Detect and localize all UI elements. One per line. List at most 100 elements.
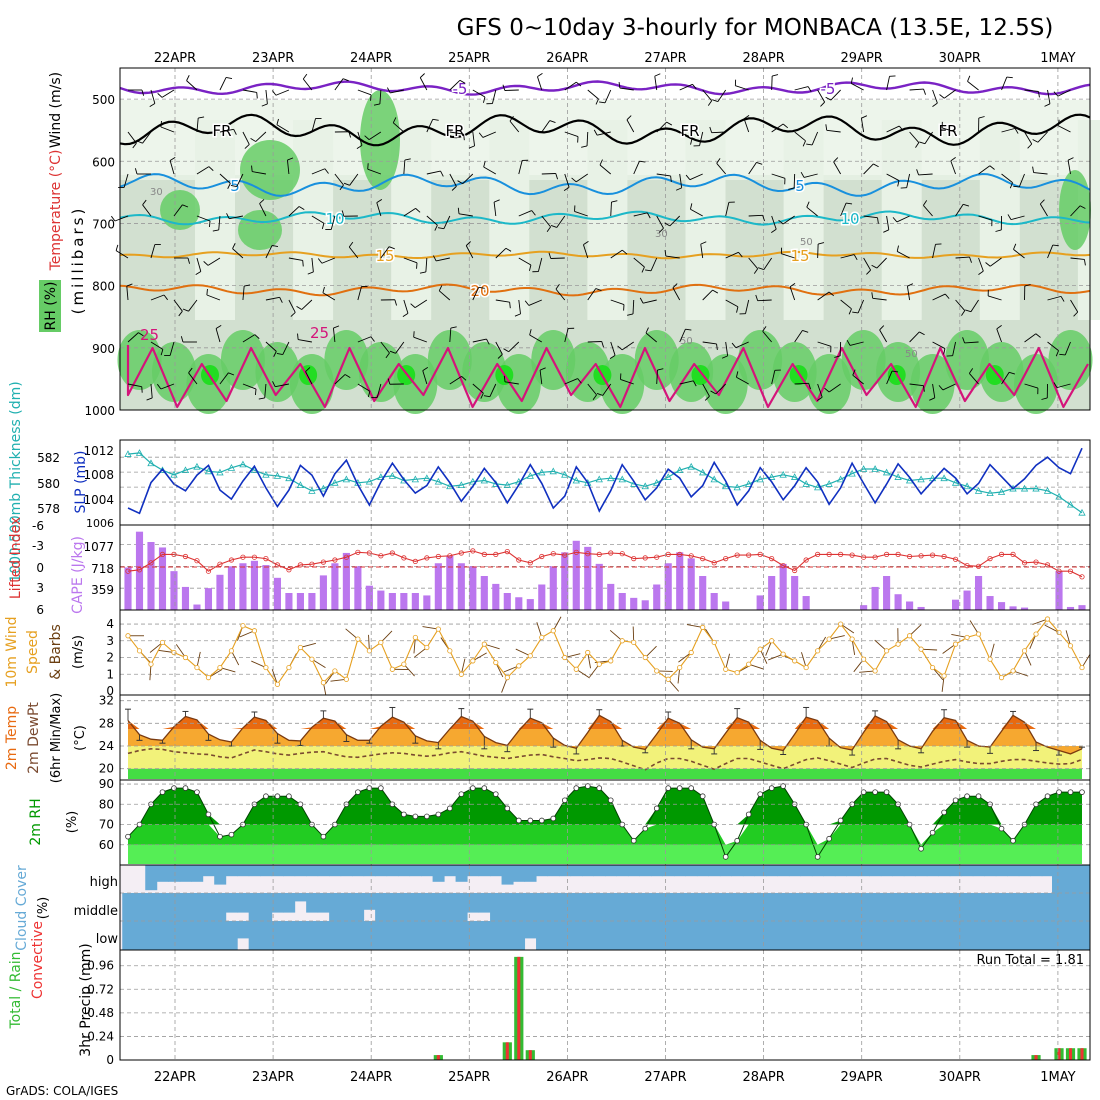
wind-barb-flag bbox=[709, 126, 713, 133]
wind-barb-flag bbox=[415, 208, 421, 213]
thickness-axis-title: 1000-500mb Thickness (dm) bbox=[8, 381, 24, 582]
wind-barb-flag bbox=[539, 367, 546, 371]
wind-barb bbox=[265, 341, 277, 352]
wind-barb-flag bbox=[978, 270, 984, 276]
cape-bar bbox=[342, 552, 350, 610]
cape-bar bbox=[469, 566, 477, 610]
wind-speed-point bbox=[286, 664, 292, 671]
wind-barb bbox=[169, 341, 175, 356]
wind-barb bbox=[357, 336, 372, 343]
li-point bbox=[849, 552, 855, 558]
li-point bbox=[320, 559, 326, 565]
wind-speed-point bbox=[401, 661, 407, 667]
wind-speed-point bbox=[458, 671, 464, 677]
wind-barb bbox=[390, 89, 404, 94]
wind-barb-flag bbox=[256, 92, 258, 99]
wind-barb-flag bbox=[1013, 185, 1020, 188]
wind-speed-point bbox=[677, 664, 683, 671]
wind-barb bbox=[745, 299, 750, 314]
wind-barb bbox=[1047, 89, 1051, 104]
cloud-middle-bar bbox=[1030, 893, 1043, 921]
wind-barb bbox=[380, 246, 390, 259]
wind-barb bbox=[123, 173, 129, 188]
wind-tick-label: 4 bbox=[106, 617, 114, 631]
thickness-point bbox=[1043, 487, 1052, 494]
wind-speed-point bbox=[838, 621, 844, 627]
wind-barb-flag bbox=[944, 293, 950, 299]
isotherm-label: 25 bbox=[310, 324, 329, 342]
li-point bbox=[803, 557, 809, 563]
thickness-point bbox=[676, 466, 684, 474]
wind-barb-flag bbox=[824, 387, 830, 393]
li-point bbox=[884, 551, 890, 558]
wind-speed-point bbox=[493, 659, 499, 666]
date-label-bottom: 27APR bbox=[644, 1070, 686, 1085]
cloud-middle-bar bbox=[742, 893, 755, 921]
wind-barb bbox=[528, 299, 542, 306]
cloud-high-bar bbox=[869, 865, 882, 877]
wind-speed-point bbox=[746, 661, 752, 667]
cloud-high-bar bbox=[995, 865, 1008, 877]
rh-axis-unit: (%) bbox=[65, 811, 80, 834]
cloud-middle-bar bbox=[547, 893, 560, 921]
wind-barb-flag bbox=[1014, 128, 1019, 134]
wind-barb-flag bbox=[939, 94, 945, 99]
cloud-low-bar bbox=[719, 921, 732, 950]
cloud-low-bar bbox=[168, 921, 181, 950]
temp-yellow-band bbox=[128, 746, 1082, 769]
cloud-low-bar bbox=[386, 921, 399, 950]
rh-point bbox=[355, 789, 361, 795]
rh-point bbox=[447, 805, 453, 812]
cape-bar bbox=[607, 583, 615, 610]
wind-barb bbox=[932, 244, 936, 259]
wind-speed-point bbox=[217, 664, 223, 671]
wind-barb-flag bbox=[126, 283, 133, 287]
isotherm-line bbox=[119, 283, 1091, 297]
wind-barb-flag bbox=[712, 289, 719, 294]
thickness-point bbox=[699, 468, 707, 476]
rh-point bbox=[217, 833, 223, 840]
cloud-middle-bar bbox=[133, 893, 146, 921]
thickness-point bbox=[480, 476, 488, 484]
wind-speed-point bbox=[803, 664, 809, 671]
wind-barb-flag bbox=[716, 343, 718, 350]
cloud-low-bar bbox=[984, 921, 997, 950]
cloud-high-bar bbox=[340, 865, 353, 877]
date-label-bottom: 26APR bbox=[546, 1070, 588, 1085]
cloud-high-bar bbox=[386, 865, 399, 877]
wind-barb bbox=[518, 210, 532, 217]
cloud-low-bar bbox=[754, 921, 767, 950]
li-point bbox=[941, 553, 947, 560]
cloud-low-bar bbox=[248, 921, 261, 950]
wind-barb bbox=[302, 78, 313, 91]
isotherm-label: 25 bbox=[140, 326, 159, 344]
li-point bbox=[286, 567, 292, 573]
rh-clear-patch bbox=[195, 120, 235, 320]
date-label-bottom: 25APR bbox=[448, 1070, 490, 1085]
wind-barb-flag bbox=[296, 306, 302, 310]
cape-bar bbox=[906, 601, 914, 610]
wind-barb bbox=[599, 164, 612, 175]
cloud-low-bar bbox=[455, 921, 468, 950]
thickness-point bbox=[308, 487, 316, 494]
precip-panel: 0.96 0.72 0.48 0.24 0 Run Total = 1.81 Total /… bbox=[8, 921, 1091, 1067]
wind-barb bbox=[1001, 76, 1008, 91]
isotherm-label: 15 bbox=[375, 247, 394, 265]
wind-barb bbox=[276, 124, 290, 133]
wind-barb bbox=[219, 128, 234, 133]
wind-barb bbox=[863, 215, 878, 219]
cloud-middle-bar bbox=[225, 893, 238, 913]
wind-barb-flag bbox=[258, 397, 265, 400]
wind-barb-flag bbox=[1032, 139, 1039, 143]
wind-barb bbox=[449, 79, 461, 91]
li-point bbox=[619, 551, 625, 557]
wind-barb bbox=[438, 290, 451, 301]
wind-barb bbox=[311, 257, 314, 272]
wind-axis-title-1: 10m Wind bbox=[4, 616, 20, 687]
cape-bar bbox=[204, 588, 213, 610]
wind-barb-flag bbox=[700, 241, 707, 245]
li-point bbox=[826, 551, 832, 558]
wind-barb-flag bbox=[261, 103, 268, 107]
wind-barb bbox=[874, 639, 887, 652]
